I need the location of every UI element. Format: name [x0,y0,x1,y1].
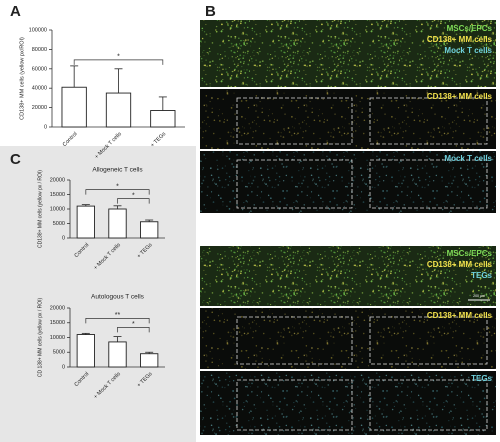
roi-box [236,159,353,209]
roi-box [369,379,488,431]
x-tick-label: Control [62,131,79,148]
y-tick-label: 80000 [32,47,47,53]
y-axis-label: CD 138+ MM cells (yellow px / ROI) [37,298,43,378]
y-tick-label: 60000 [32,66,47,72]
error-bar [113,205,122,209]
significance-label: * [132,321,135,328]
bar [140,353,159,368]
panel-label: A [10,3,21,20]
y-tick-label: 20000 [50,177,65,183]
roi-box [236,316,353,365]
significance-label: ** [115,312,121,319]
bar [105,92,132,128]
bar [150,110,176,128]
y-axis-label: CD138+ MM cells (yellow px / ROI) [37,170,43,248]
channel-label: CD138+ MM cells [427,311,493,320]
error-bar [113,336,122,342]
significance-label: * [117,54,120,61]
error-bar [70,65,79,88]
y-tick-label: 5000 [53,350,65,356]
error-bar [158,96,167,111]
micrograph-signal [200,371,496,435]
y-axis-label: CD138+ MM cells (yellow px/ROI) [19,37,25,120]
y-tick-label: 15000 [50,320,65,326]
channel-label: TEGs [471,374,492,383]
significance-bracket [73,59,164,65]
panel-label: B [205,3,216,20]
bar [76,205,95,239]
y-tick-label: 20000 [50,305,65,311]
y-tick-label: 100000 [29,27,47,33]
y-tick-label: 0 [62,235,65,241]
channel-label: Mock T cells [444,46,492,55]
y-tick-label: 15000 [50,192,65,198]
channel-label: CD138+ MM cells [427,260,493,269]
bar [76,334,95,368]
panel-label: C [10,151,21,168]
error-bar [81,332,90,335]
channel-label: CD138+ MM cells [427,35,493,44]
bar [108,341,127,368]
roi-box [236,379,353,431]
significance-bracket [85,318,150,324]
significance-label: * [132,192,135,199]
scale-bar-label: 200 µm [473,294,485,298]
channel-label: CD138+ MM cells [427,92,493,101]
bar [61,86,87,128]
roi-box [369,159,488,209]
significance-bracket [117,198,150,204]
significance-bracket [85,189,150,195]
y-tick-label: 0 [62,364,65,370]
channel-label: TEGs [471,271,492,280]
error-bar [81,204,90,207]
micrograph-signal [200,20,496,87]
channel-label: Mock T cells [444,154,492,163]
significance-bracket [117,327,150,333]
channel-label: MSCs/EPCs [447,24,493,33]
roi-box [369,316,488,365]
significance-label: * [116,183,119,190]
error-bar [114,68,123,94]
roi-box [369,97,488,145]
bar [108,208,127,239]
chart-title: Autologous T cells [91,294,145,301]
channel-label: MSCs/EPCs [447,249,493,258]
micrograph-signal [200,89,496,149]
error-bar [145,351,154,354]
error-bar [145,219,154,222]
micrograph-signal [200,151,496,213]
y-tick-label: 10000 [50,206,65,212]
bar [140,221,159,239]
roi-box [236,97,353,145]
y-tick-label: 0 [44,124,47,130]
y-tick-label: 20000 [32,105,47,111]
panel-c-background [0,146,196,442]
micrograph-signal [200,308,496,369]
micrograph-signal [200,246,496,306]
chart-title: Allogeneic T cells [92,167,143,174]
y-tick-label: 5000 [53,221,65,227]
y-tick-label: 40000 [32,86,47,92]
y-tick-label: 10000 [50,335,65,341]
